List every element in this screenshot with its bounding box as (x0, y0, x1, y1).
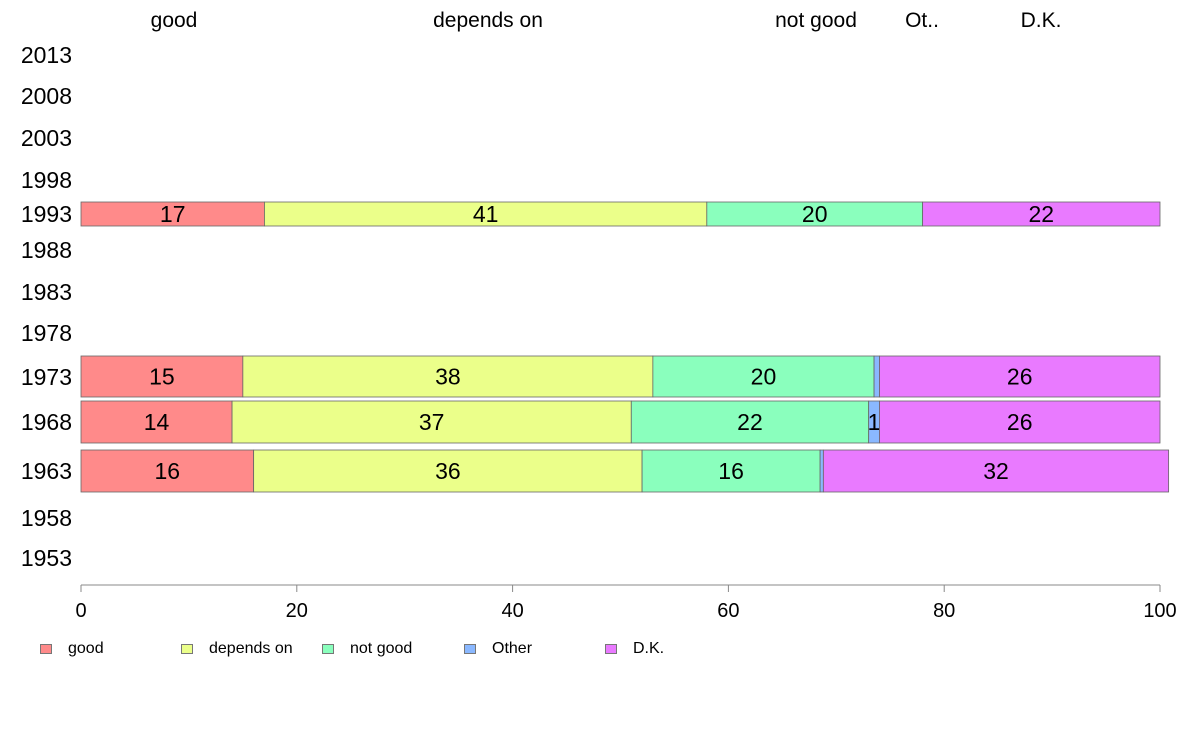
top-category-label-ot: Ot.. (905, 9, 939, 32)
legend-item-not-good: not good (322, 638, 412, 660)
bar-segment-depends-on-1993 (264, 201, 708, 227)
legend-swatch-not-good (322, 644, 334, 654)
data-label-depends-on-1973: 38 (435, 364, 461, 390)
data-label-d-k-1993: 22 (1029, 201, 1055, 227)
data-label-other-1968: 1 (868, 409, 881, 435)
bar-segment-good-1973 (80, 355, 244, 398)
bar-segment-not-good-1973 (652, 355, 875, 398)
bar-segment-d-k-1993 (922, 201, 1161, 227)
x-tick-label-20: 20 (286, 600, 308, 622)
y-tick-label-1993: 1993 (21, 201, 72, 227)
x-tick-label-40: 40 (501, 600, 523, 622)
data-label-depends-on-1963: 36 (435, 458, 461, 484)
y-tick-label-1983: 1983 (21, 279, 72, 305)
legend-item-good: good (40, 638, 104, 660)
y-tick-label-1998: 1998 (21, 167, 72, 193)
top-category-label-d-k: D.K. (1021, 9, 1062, 32)
bar-segment-depends-on-1963 (253, 449, 643, 493)
legend-swatch-depends-on (181, 644, 193, 654)
bar-segment-d-k-1968 (879, 400, 1161, 444)
bar-segment-depends-on-1973 (242, 355, 654, 398)
legend-item-dk: D.K. (605, 638, 664, 660)
bar-segment-not-good-1963 (641, 449, 821, 493)
legend-swatch-other (464, 644, 476, 654)
legend-label-good: good (68, 640, 104, 657)
y-tick-label-2008: 2008 (21, 83, 72, 109)
x-tick-label-60: 60 (717, 600, 739, 622)
data-label-good-1968: 14 (144, 409, 170, 435)
legend-swatch-dk (605, 644, 617, 654)
y-tick-label-1958: 1958 (21, 505, 72, 531)
bar-segment-depends-on-1968 (231, 400, 632, 444)
legend-item-depends-on: depends on (181, 638, 293, 660)
data-label-d-k-1973: 26 (1007, 364, 1033, 390)
chart-legend: good depends on not good Other D.K. (0, 638, 1188, 662)
top-category-label-good: good (151, 9, 198, 32)
x-tick-label-0: 0 (75, 600, 86, 622)
legend-label-other: Other (492, 640, 533, 657)
x-tick-label-80: 80 (933, 600, 955, 622)
bar-segment-good-1993 (80, 201, 265, 227)
data-label-good-1993: 17 (160, 201, 186, 227)
bar-segment-other-1963 (819, 449, 824, 493)
data-label-d-k-1968: 26 (1007, 409, 1033, 435)
data-label-not-good-1993: 20 (802, 201, 828, 227)
y-tick-label-1973: 1973 (21, 364, 72, 390)
bar-segment-other-1973 (873, 355, 880, 398)
y-tick-label-1978: 1978 (21, 320, 72, 346)
bar-segment-good-1963 (80, 449, 255, 493)
top-category-label-not-good: not good (775, 9, 857, 32)
data-label-depends-on-1993: 41 (473, 201, 499, 227)
bar-segment-d-k-1973 (879, 355, 1161, 398)
bar-segment-d-k-1963 (822, 449, 1170, 493)
data-label-depends-on-1968: 37 (419, 409, 445, 435)
data-label-not-good-1968: 22 (737, 409, 763, 435)
y-tick-label-1968: 1968 (21, 409, 72, 435)
top-category-label-depends-on: depends on (433, 9, 543, 32)
data-label-good-1963: 16 (155, 458, 181, 484)
y-tick-label-1988: 1988 (21, 237, 72, 263)
data-label-good-1973: 15 (149, 364, 175, 390)
legend-label-dk: D.K. (633, 640, 665, 657)
y-tick-label-1963: 1963 (21, 458, 72, 484)
bar-segment-good-1968 (80, 400, 233, 444)
data-label-not-good-1963: 16 (718, 458, 744, 484)
data-label-not-good-1973: 20 (751, 364, 777, 390)
legend-label-not-good: not good (350, 640, 413, 657)
legend-swatch-good (40, 644, 52, 654)
legend-label-depends-on: depends on (209, 640, 293, 657)
bar-segment-not-good-1993 (706, 201, 924, 227)
legend-item-other: Other (464, 638, 532, 660)
x-tick-label-100: 100 (1143, 600, 1176, 622)
data-label-d-k-1963: 32 (983, 458, 1009, 484)
y-tick-label-2003: 2003 (21, 125, 72, 151)
y-tick-label-1953: 1953 (21, 545, 72, 571)
y-tick-label-2013: 2013 (21, 42, 72, 68)
